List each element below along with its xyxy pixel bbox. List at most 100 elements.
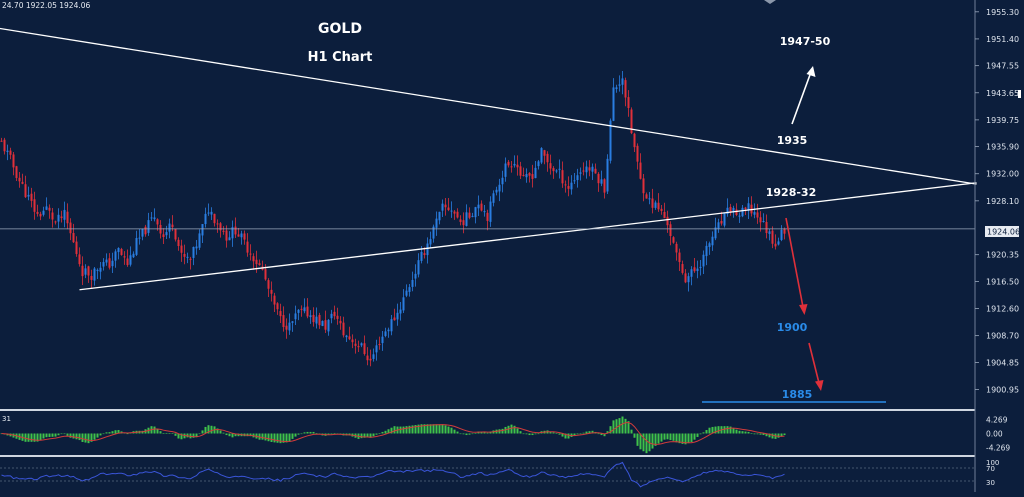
histogram-bar xyxy=(741,431,744,434)
oscillator-signal-line xyxy=(1,421,785,445)
histogram-bar xyxy=(483,431,486,434)
oscillator-tick-label: 0.00 xyxy=(986,430,1003,439)
candle-body xyxy=(105,259,108,263)
histogram-bar xyxy=(288,433,291,442)
candle-body xyxy=(549,163,552,169)
candle-body xyxy=(54,221,57,223)
histogram-bar xyxy=(708,427,711,434)
candle-body xyxy=(225,230,228,241)
histogram-bar xyxy=(681,433,684,444)
trendline[interactable] xyxy=(0,27,977,185)
candle-body xyxy=(246,241,249,253)
candle-body xyxy=(663,212,666,218)
candle-body xyxy=(33,199,36,212)
candle-body xyxy=(282,315,285,328)
candle-body xyxy=(609,120,612,161)
histogram-bar xyxy=(528,433,531,436)
candle-body xyxy=(558,168,561,170)
candle-body xyxy=(72,232,75,243)
candle-body xyxy=(270,289,273,294)
histogram-bar xyxy=(717,426,720,434)
oscillator2-tick-label: 30 xyxy=(986,479,995,487)
histogram-bar xyxy=(309,431,312,434)
candle-body xyxy=(45,206,48,210)
histogram-bar xyxy=(423,424,426,434)
candle-body xyxy=(210,211,213,215)
histogram-bar xyxy=(204,426,207,434)
candle-body xyxy=(24,184,27,198)
histogram-bar xyxy=(525,433,528,435)
histogram-bar xyxy=(630,429,633,434)
candle-body xyxy=(36,211,39,214)
histogram-bar xyxy=(597,433,600,435)
candle-body xyxy=(360,343,363,346)
candle-body xyxy=(189,258,192,260)
candle-body xyxy=(126,258,129,266)
candle-body xyxy=(462,220,465,226)
candle-body xyxy=(255,259,258,265)
histogram-bar xyxy=(633,433,636,438)
chart-subtitle: H1 Chart xyxy=(308,50,373,65)
candle-body xyxy=(591,166,594,172)
trendline[interactable] xyxy=(79,182,977,291)
histogram-bar xyxy=(405,426,408,434)
histogram-bar xyxy=(228,433,231,437)
candle-body xyxy=(516,164,519,168)
candle-body xyxy=(96,269,99,271)
candle-body xyxy=(702,254,705,267)
candle-body xyxy=(426,243,429,256)
histogram-bar xyxy=(678,433,681,444)
candle-body xyxy=(672,237,675,243)
candle-body xyxy=(42,210,45,215)
candle-body xyxy=(39,213,42,217)
up-arrow-icon xyxy=(791,71,812,125)
price-axis-tick-label: 1920.35 xyxy=(986,251,1019,260)
candle-body xyxy=(480,203,483,211)
candle-body xyxy=(579,172,582,174)
candle-body xyxy=(450,210,453,212)
candle-body xyxy=(603,179,606,193)
candle-body xyxy=(576,175,579,181)
chart-shift-marker[interactable] xyxy=(764,0,776,4)
up-arrow-head-icon xyxy=(806,66,816,77)
histogram-bar xyxy=(756,433,759,435)
candle-body xyxy=(564,184,567,186)
histogram-bar xyxy=(45,433,48,438)
candle-body xyxy=(267,280,270,289)
candle-body xyxy=(114,251,117,261)
histogram-bar xyxy=(783,433,786,436)
candle-body xyxy=(600,179,603,184)
candle-body xyxy=(240,233,243,238)
histogram-bar xyxy=(60,433,63,435)
histogram-bar xyxy=(66,433,69,436)
candle-body xyxy=(339,320,342,324)
candle-body xyxy=(162,234,165,238)
histogram-bar xyxy=(513,425,516,434)
candle-body xyxy=(48,207,51,211)
histogram-bar xyxy=(453,429,456,434)
candle-body xyxy=(768,231,771,234)
histogram-bar xyxy=(222,432,225,434)
histogram-bar xyxy=(84,433,87,443)
candle-body xyxy=(315,316,318,324)
candle-body xyxy=(759,217,762,223)
price-axis-tick-label: 1935.90 xyxy=(986,143,1019,152)
candle-body xyxy=(636,145,639,162)
histogram-bar xyxy=(510,424,513,434)
candle-body xyxy=(111,260,114,267)
oscillator2-tick-label: 70 xyxy=(986,465,995,473)
histogram-bar xyxy=(462,433,465,435)
candle-body xyxy=(477,204,480,209)
histogram-bar xyxy=(456,431,459,434)
candle-body xyxy=(309,315,312,318)
candle-body xyxy=(174,228,177,240)
price-axis-tick-label: 1900.95 xyxy=(986,386,1019,395)
candle-body xyxy=(228,237,231,241)
histogram-bar xyxy=(27,433,30,442)
oscillator-line xyxy=(1,461,785,488)
axis-scroll-marker[interactable] xyxy=(1018,90,1021,98)
candle-body xyxy=(402,297,405,311)
candle-body xyxy=(726,207,729,215)
histogram-bar xyxy=(444,425,447,434)
